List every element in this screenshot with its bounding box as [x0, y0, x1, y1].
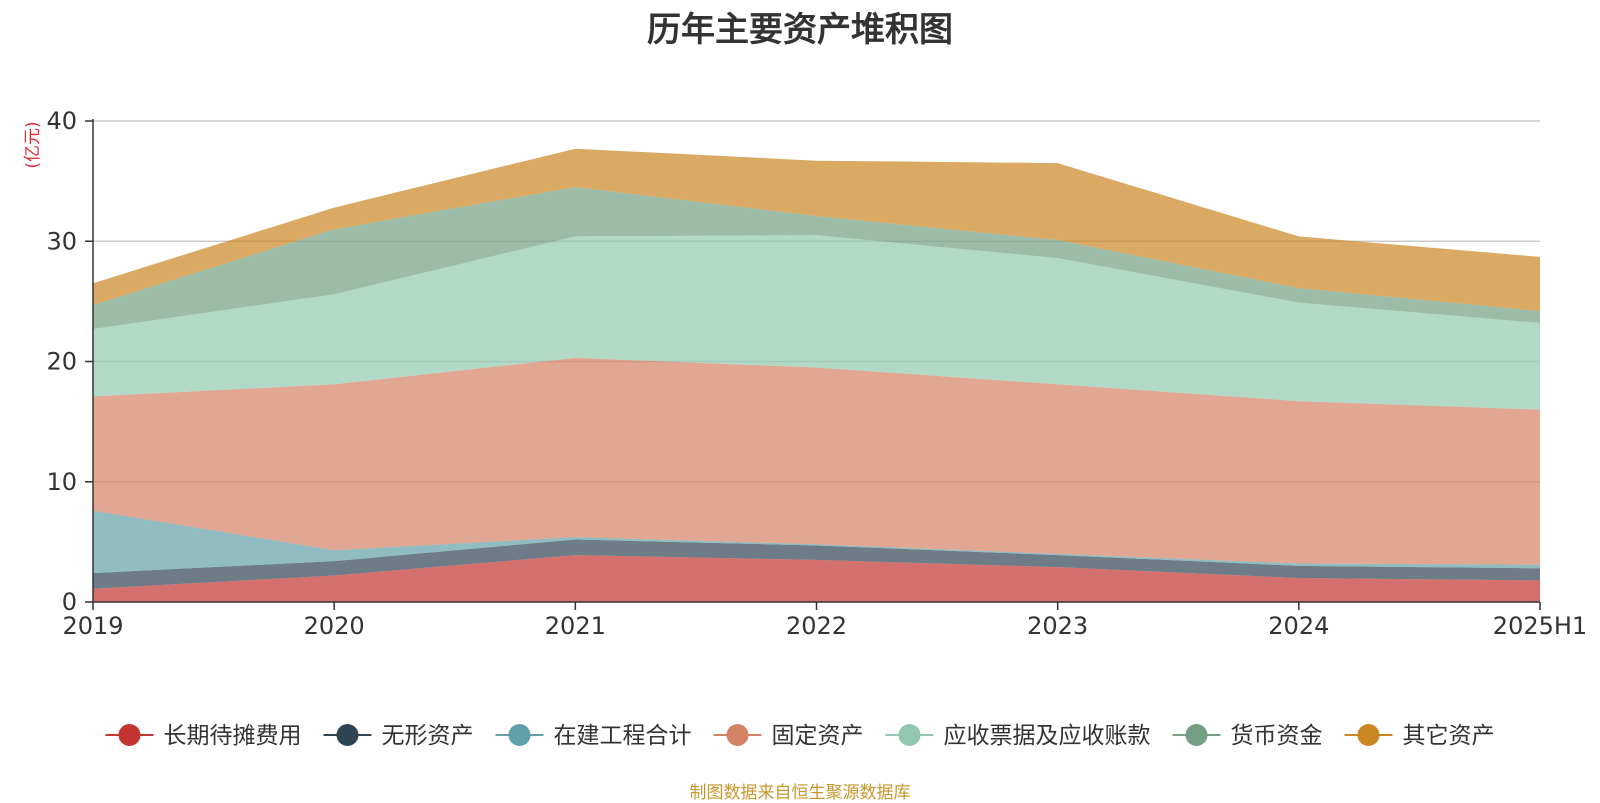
x-tick-label: 2025H1 [1493, 612, 1587, 640]
area-series-band [93, 357, 1540, 565]
legend-item[interactable]: 货币资金 [1172, 723, 1323, 749]
legend-item[interactable]: 在建工程合计 [495, 723, 692, 749]
legend-item[interactable]: 其它资产 [1344, 723, 1495, 749]
area-series-band [93, 555, 1540, 602]
legend-item[interactable]: 固定资产 [713, 723, 864, 749]
y-tick-label: 20 [46, 348, 77, 376]
legend-label: 固定资产 [772, 723, 864, 749]
legend-circle-marker [1357, 724, 1380, 746]
legend-item[interactable]: 长期待摊费用 [105, 723, 302, 749]
x-tick-label: 2022 [786, 612, 847, 640]
legend-label: 其它资产 [1403, 723, 1495, 749]
x-tick-label: 2023 [1027, 612, 1088, 640]
area-series [93, 148, 1540, 602]
chart-title: 历年主要资产堆积图 [647, 10, 953, 50]
legend-label: 货币资金 [1231, 723, 1323, 749]
legend-circle-marker [1185, 724, 1208, 746]
y-tick-label: 40 [46, 107, 77, 135]
x-tick-label: 2021 [545, 612, 606, 640]
x-tick-label: 2024 [1268, 612, 1329, 640]
area-series-band [93, 187, 1540, 329]
legend[interactable]: 长期待摊费用 无形资产 在建工程合计 固定资产 应收票据及应收账款 货币资金 其它资产 [105, 723, 1495, 749]
y-tick-label: 0 [62, 588, 77, 616]
x-tick-label: 2020 [304, 612, 365, 640]
x-tick-label: 2019 [62, 612, 123, 640]
y-tick-label: 10 [46, 468, 77, 496]
legend-circle-marker [336, 724, 359, 746]
legend-circle-marker [118, 724, 141, 746]
source-note: 制图数据来自恒生聚源数据库 [689, 783, 911, 803]
legend-circle-marker [726, 724, 749, 746]
legend-label: 在建工程合计 [554, 723, 692, 749]
legend-label: 应收票据及应收账款 [944, 723, 1151, 749]
area-series-band [93, 148, 1540, 311]
legend-label: 无形资产 [382, 723, 474, 749]
legend-circle-marker [508, 724, 531, 746]
legend-item[interactable]: 应收票据及应收账款 [885, 723, 1151, 749]
y-tick-label: 30 [46, 227, 77, 255]
axes: 0 10 20 30 40 2019 2020 2021 2022 2023 2024 2025H1 (… [23, 107, 1587, 640]
area-series-band [93, 510, 1540, 574]
area-series-band [93, 235, 1540, 410]
y-axis-label: (亿元) [23, 121, 43, 168]
legend-label: 长期待摊费用 [164, 723, 302, 749]
area-series-band [93, 539, 1540, 589]
legend-circle-marker [898, 724, 921, 746]
legend-item[interactable]: 无形资产 [323, 723, 474, 749]
